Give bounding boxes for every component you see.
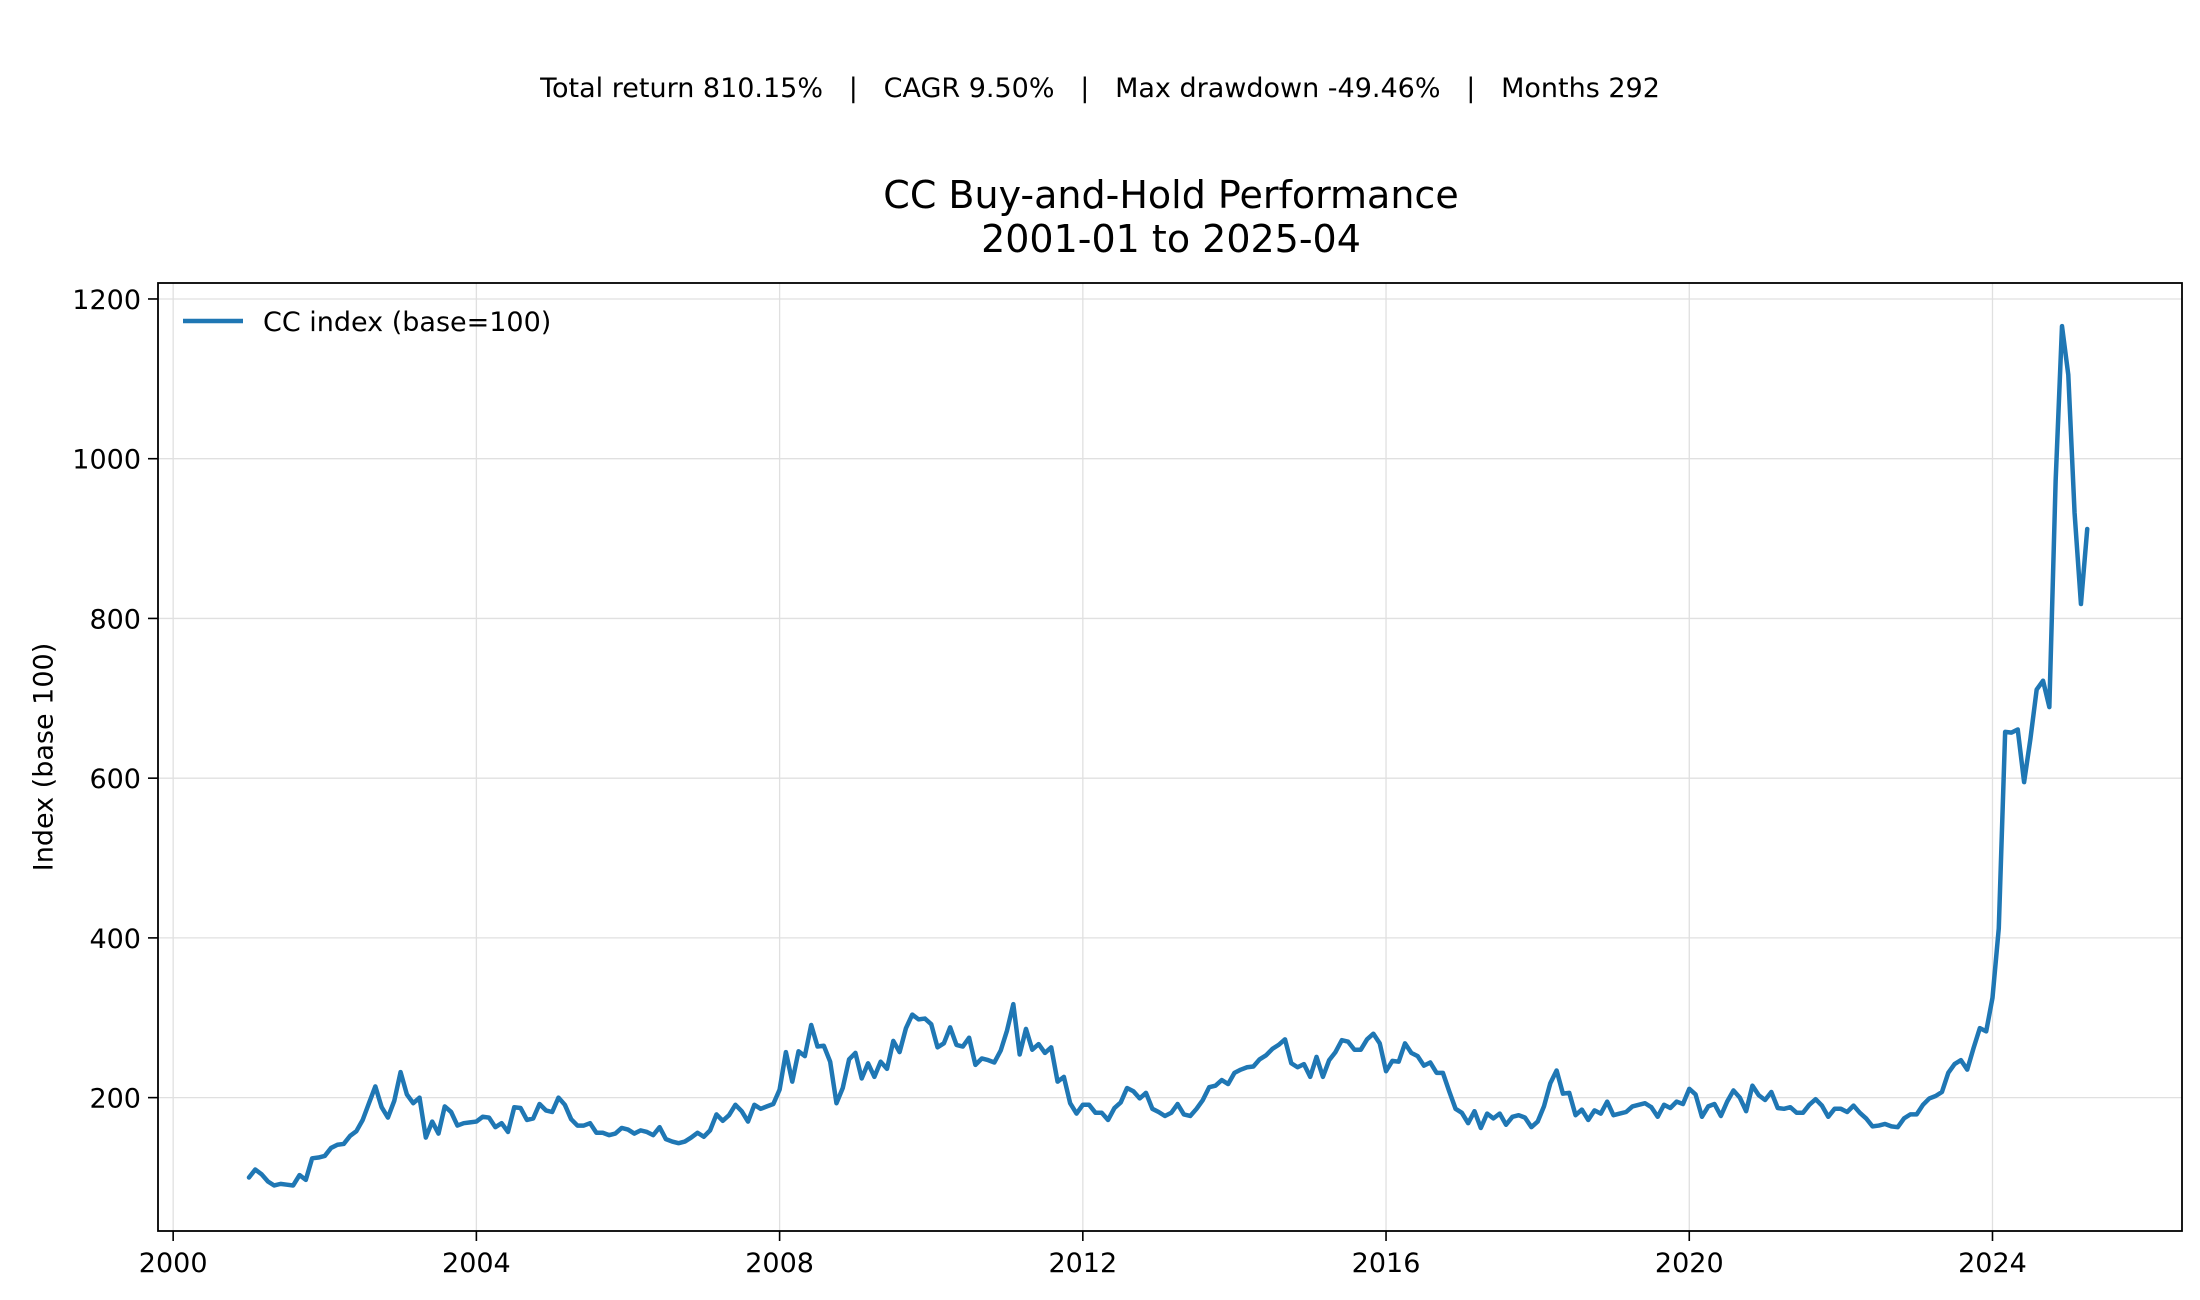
legend: CC index (base=100): [183, 307, 551, 338]
x-tick-label: 2016: [1352, 1248, 1421, 1279]
x-tick-label: 2008: [745, 1248, 814, 1279]
x-tick-label: 2024: [1958, 1248, 2027, 1279]
y-axis-label: Index (base 100): [28, 643, 59, 871]
y-tick-label: 200: [89, 1084, 141, 1115]
grid-lines: [158, 283, 2182, 1231]
x-tick-label: 2000: [139, 1248, 208, 1279]
chart-subtitle: 2001-01 to 2025-04: [981, 217, 1361, 261]
x-tick-label: 2012: [1048, 1248, 1117, 1279]
x-tick-label: 2020: [1655, 1248, 1724, 1279]
y-tick-label: 600: [89, 764, 141, 795]
legend-label: CC index (base=100): [263, 307, 551, 338]
series-line-cc-index: [246, 323, 2090, 1188]
plot-frame: [157, 282, 2183, 1232]
y-axis: 200 400 600 800 1000 1200: [72, 285, 158, 1115]
y-tick-label: 1000: [72, 445, 141, 476]
x-tick-label: 2004: [442, 1248, 511, 1279]
x-axis: 2000 2004 2008 2012 2016 2020 2024: [139, 1231, 2027, 1279]
y-tick-label: 800: [89, 604, 141, 635]
chart-title: CC Buy-and-Hold Performance: [883, 173, 1458, 217]
y-tick-label: 400: [89, 924, 141, 955]
y-tick-label: 1200: [72, 285, 141, 316]
stats-summary: Total return 810.15% | CAGR 9.50% | Max …: [539, 73, 1660, 104]
